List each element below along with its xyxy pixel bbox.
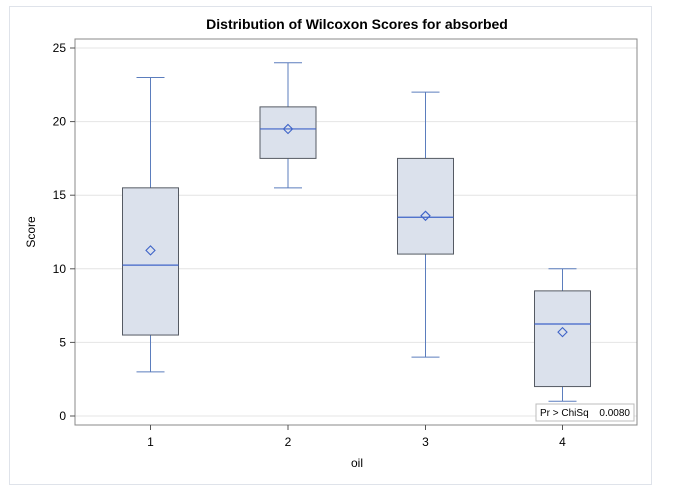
boxes	[122, 62, 591, 402]
plot-area	[74, 38, 638, 426]
iqr-box	[122, 187, 179, 336]
box-group-2	[259, 62, 317, 189]
box-group-1	[122, 76, 179, 373]
y-tick-label: 0	[59, 409, 66, 423]
y-tick-label: 20	[53, 115, 67, 129]
x-tick-label: 4	[559, 435, 566, 449]
y-axis: 0 5 10 15 20 25	[53, 41, 75, 423]
mean-marker	[420, 210, 431, 222]
chart-title: Distribution of Wilcoxon Scores for abso…	[206, 16, 508, 32]
y-axis-title: Score	[24, 216, 38, 248]
y-tick-label: 5	[59, 335, 66, 349]
x-tick-label: 1	[147, 435, 154, 449]
y-tick-label: 10	[53, 262, 67, 276]
chisq-inset: Pr > ChiSq 0.0080	[535, 403, 635, 422]
x-tick-label: 3	[422, 435, 429, 449]
box-group-3	[397, 91, 454, 358]
inset-value: 0.0080	[599, 408, 630, 419]
y-tick-label: 25	[53, 41, 67, 55]
inset-label: Pr > ChiSq	[540, 408, 589, 419]
x-axis: 1 2 3 4	[147, 425, 566, 449]
iqr-box	[534, 290, 591, 388]
x-tick-label: 2	[285, 435, 292, 449]
iqr-box	[397, 157, 454, 255]
y-tick-label: 15	[53, 188, 67, 202]
iqr-box	[259, 106, 317, 159]
inset-box	[535, 403, 635, 422]
x-axis-title: oil	[351, 456, 363, 470]
mean-marker	[557, 326, 568, 338]
mean-marker	[145, 245, 156, 256]
mean-marker	[282, 123, 294, 135]
box-group-4	[534, 268, 591, 402]
